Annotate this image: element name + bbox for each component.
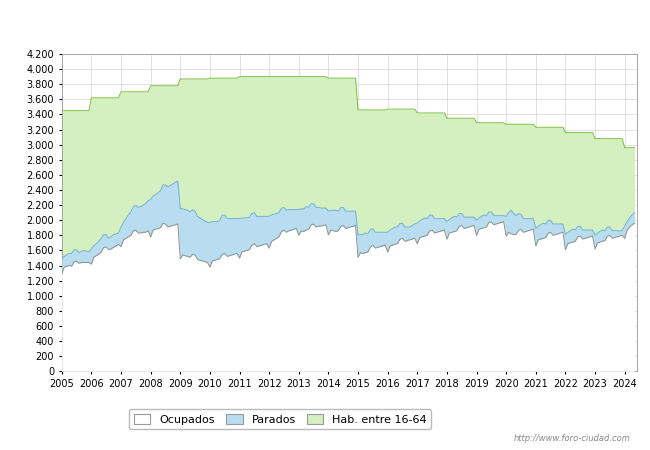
Legend: Ocupados, Parados, Hab. entre 16-64: Ocupados, Parados, Hab. entre 16-64	[129, 410, 432, 429]
Text: Corral de Almaguer - Evolucion de la poblacion en edad de Trabajar Mayo de 2024: Corral de Almaguer - Evolucion de la pob…	[81, 16, 569, 29]
Text: foro-ciudad.com: foro-ciudad.com	[270, 219, 429, 238]
Text: http://www.foro-ciudad.com: http://www.foro-ciudad.com	[514, 434, 630, 443]
